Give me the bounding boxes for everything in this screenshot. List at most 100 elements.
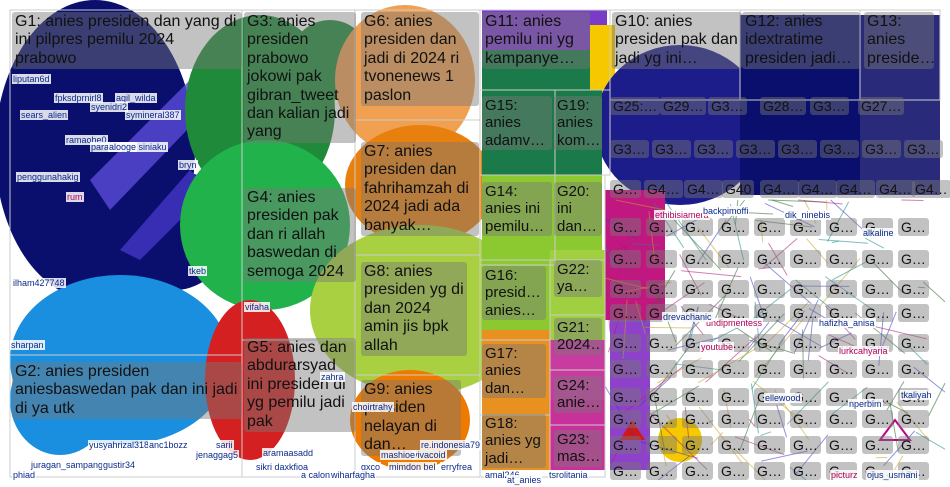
group-cell-border: [859, 9, 941, 101]
edge: [775, 319, 822, 347]
edge: [794, 279, 833, 311]
group-label-small: G3…: [820, 140, 859, 159]
edge: [882, 400, 887, 405]
edge: [604, 277, 648, 290]
node-label: anc1bozz: [148, 440, 189, 450]
group-label-tiny: G…: [682, 218, 713, 237]
node-label: amal246: [484, 470, 521, 480]
node-label: tsrolitania: [548, 470, 589, 480]
node-label: alooge siniaku: [108, 142, 168, 152]
edge: [760, 219, 764, 243]
edge: [697, 347, 757, 384]
edge: [793, 299, 819, 355]
node-label: ethibisiamera: [654, 210, 710, 220]
group-label-small: G3…: [694, 140, 733, 159]
group-label-g15: G15: anies adamv…: [482, 96, 552, 150]
edge: [752, 380, 809, 427]
group-label-small: G3…: [778, 140, 817, 159]
node-label: erryfrea: [440, 462, 474, 472]
node-label: ilham427748: [12, 278, 66, 288]
group-label-g18: G18: anies yg jadi…: [482, 414, 546, 468]
group-label-tiny: G…: [646, 360, 677, 379]
edge: [824, 276, 876, 312]
edge: [723, 389, 732, 428]
group-label-tiny: G…: [754, 462, 785, 481]
edge: [651, 385, 700, 415]
edge: [819, 332, 852, 349]
group-label-tiny: G…: [826, 436, 857, 455]
edge: [826, 201, 850, 242]
node-label: ellewood: [764, 393, 802, 403]
cluster-g4-blob: [180, 140, 350, 310]
node-label: zahra: [320, 372, 345, 382]
cluster-g2-blob-2: [10, 345, 110, 455]
group-label-tiny: G…: [790, 250, 821, 269]
node-label: sikri daxkfioa: [255, 462, 310, 472]
edge: [604, 245, 615, 267]
group-label-g17: G17: anies dan…: [482, 344, 546, 398]
group-label-tiny: G…: [610, 436, 641, 455]
group-label-tiny: G…: [646, 436, 677, 455]
edge: [889, 402, 899, 453]
edge: [632, 243, 660, 246]
group-label-g21: G21: 2024…: [554, 318, 602, 355]
group-label-g4: G4: anies presiden pak dan ri allah basw…: [244, 188, 356, 282]
group-label-tiny: G…: [754, 360, 785, 379]
group-label-tiny: G…: [790, 218, 821, 237]
edge: [684, 406, 690, 439]
edge: [623, 365, 684, 413]
node-label: ojus_usmani: [866, 470, 919, 480]
edge: [883, 430, 916, 467]
group-label-small: G3…: [610, 140, 649, 159]
group-label-tiny: G…: [862, 360, 893, 379]
edge: [749, 276, 766, 320]
group-label-g22: G22: ya…: [554, 260, 602, 297]
group-label-tiny: G…: [898, 410, 929, 429]
group-label-g20: G20: ini dan…: [554, 182, 602, 236]
node-label: a calon: [300, 470, 332, 480]
group-label-g3: G3: anies presiden prabowo jokowi pak gi…: [244, 12, 356, 143]
group-label-g2: G2: anies presiden aniesbaswedan pak dan…: [12, 362, 242, 420]
group-label-tiny: G…: [754, 436, 785, 455]
group-label-small: G27…: [858, 97, 905, 116]
edge: [619, 351, 645, 376]
group-label-tiny: G…: [718, 280, 749, 299]
group-label-g23: G23: mas…: [554, 430, 602, 467]
group-label-tiny: G…: [682, 410, 713, 429]
edge: [818, 257, 861, 308]
edge: [746, 212, 774, 215]
group-label-tiny: G…: [790, 334, 821, 353]
edge: [705, 336, 757, 383]
edge: [607, 294, 628, 353]
group-label-tiny: G…: [610, 218, 641, 237]
group-label-g7: G7: anies presiden dan fahrihamzah di 20…: [361, 142, 479, 236]
edge: [604, 385, 636, 439]
group-label-g13: G13: anies preside…: [864, 12, 934, 70]
node-label: sharpan: [10, 340, 45, 350]
edge: [657, 455, 690, 481]
edge: [786, 381, 829, 425]
group-label-tiny: G…: [862, 304, 893, 323]
group-label-tiny: G…: [682, 360, 713, 379]
cluster-g24-blob: [550, 400, 605, 470]
edge: [739, 399, 760, 452]
edge: [806, 238, 829, 264]
edge: [625, 310, 648, 330]
edge: [872, 261, 904, 294]
edge: [644, 326, 694, 329]
group-label-tiny: G…: [790, 304, 821, 323]
group-label-tiny: G…: [718, 410, 749, 429]
group-label-small: G28…: [760, 97, 807, 116]
cluster-g13-blob: [860, 15, 940, 195]
group-label-tiny: G…: [790, 280, 821, 299]
edge: [696, 219, 727, 265]
group-label-tiny: G…: [682, 280, 713, 299]
node-label: backpimoffi: [702, 206, 750, 216]
edge: [604, 217, 638, 240]
group-label-tiny: G…: [718, 250, 749, 269]
group-label-tiny: G…: [610, 360, 641, 379]
edge: [615, 231, 631, 284]
node-label: alkaline: [862, 228, 895, 238]
edge: [886, 381, 905, 411]
edge: [708, 420, 714, 424]
